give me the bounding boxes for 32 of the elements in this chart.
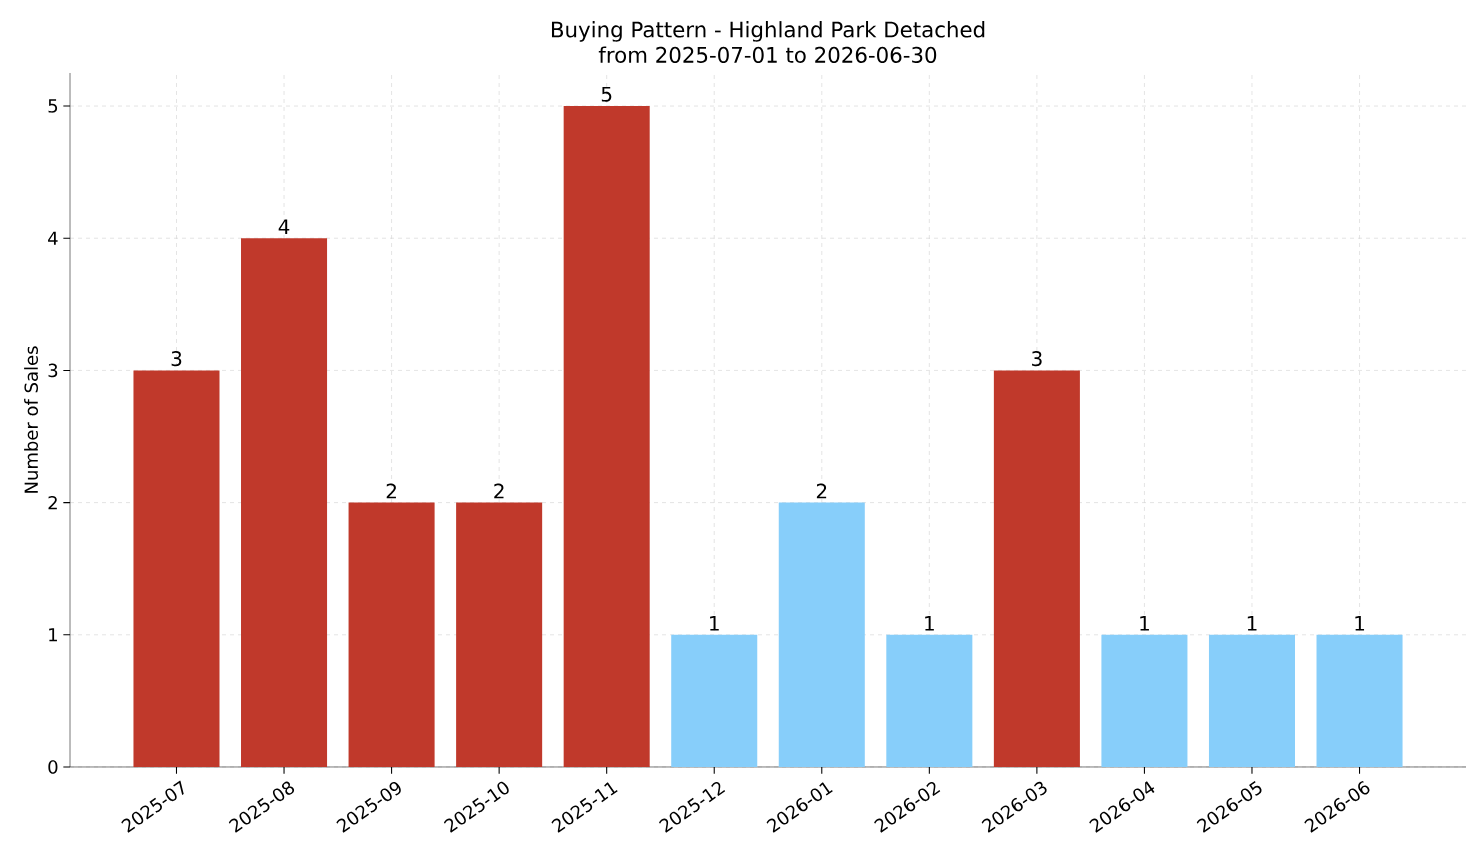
bar [671,634,758,767]
y-tick-label: 2 [48,495,57,510]
bar [133,370,220,767]
bar [993,370,1080,767]
y-tick-label: 4 [48,231,58,245]
y-axis-title: Number of Sales [24,346,39,493]
data-label: 1 [1247,615,1257,631]
data-label: 1 [925,615,934,631]
bar [241,238,328,767]
y-tick-label: 1 [49,628,57,642]
data-label: 1 [1355,615,1365,631]
data-label: 3 [1032,351,1042,367]
data-label: 2 [816,483,827,499]
y-tick-label: 5 [48,99,58,113]
bar [886,634,973,767]
y-tick-label: 3 [48,363,58,378]
data-label: 2 [494,483,504,499]
bar [563,106,650,767]
bar [456,502,543,767]
bar [1316,634,1403,767]
bar [778,502,865,767]
data-label: 5 [601,86,612,102]
data-label: 2 [386,483,396,499]
data-label: 1 [1140,615,1149,631]
data-label: 4 [278,219,290,234]
data-label: 3 [171,351,182,367]
y-tick-label: 0 [48,760,58,774]
chart-title: Buying Pattern - Highland Park Detached from 2025-07-01 to 2026-06-30 [551,21,985,63]
data-label: 1 [710,615,719,631]
bar [1101,634,1188,767]
bar [1208,634,1295,767]
bar [348,502,435,767]
